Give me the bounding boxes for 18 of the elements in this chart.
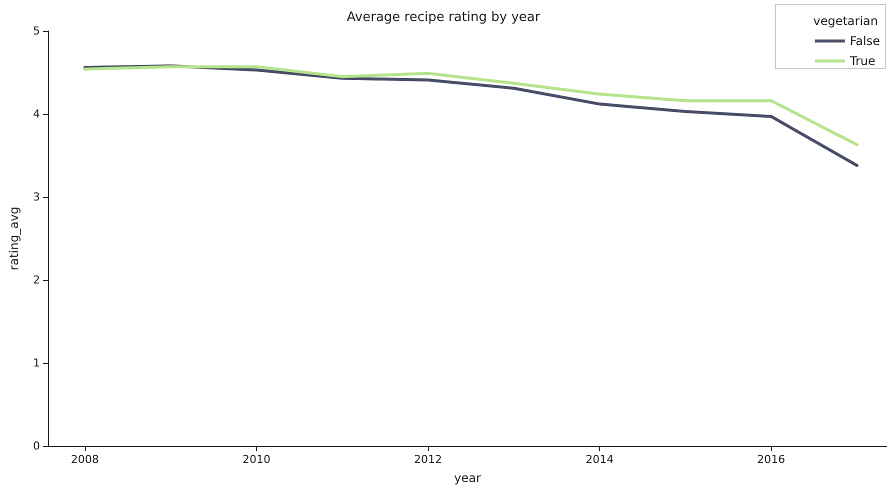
x-tick-label: 2016 [757, 453, 786, 466]
legend-label: False [850, 34, 880, 48]
y-axis-title: rating_avg [7, 206, 21, 270]
chart-title: Average recipe rating by year [346, 10, 541, 25]
legend-title: vegetarian [813, 14, 878, 28]
legend-label: True [848, 54, 876, 68]
y-tick-label: 0 [33, 440, 40, 452]
y-tick-label: 4 [33, 108, 40, 120]
y-tick-label: 1 [33, 356, 40, 370]
x-axis-title: year [454, 471, 481, 485]
x-tick-label: 2012 [414, 453, 442, 466]
y-tick-label: 3 [33, 190, 40, 204]
y-tick-label: 2 [33, 274, 40, 286]
x-tick-label: 2008 [70, 453, 99, 466]
x-tick-label: 2014 [586, 453, 614, 466]
x-tick-label: 2010 [242, 453, 270, 466]
line-series [83, 65, 858, 146]
y-tick-label: 5 [33, 24, 40, 38]
